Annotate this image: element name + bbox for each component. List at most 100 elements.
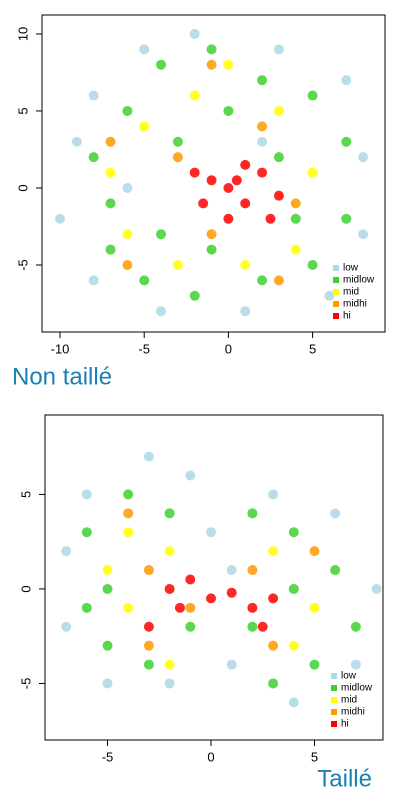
point <box>143 451 154 462</box>
point <box>122 229 133 240</box>
point <box>358 152 369 163</box>
y-tick-label: 0 <box>15 184 30 191</box>
point <box>172 152 183 163</box>
x-tick-label: 5 <box>309 341 316 356</box>
point <box>139 44 150 55</box>
point <box>102 640 113 651</box>
point <box>164 508 175 519</box>
point <box>350 621 361 632</box>
point <box>164 546 175 557</box>
point <box>88 275 99 286</box>
x-tick-label: -5 <box>102 749 114 764</box>
point <box>268 640 279 651</box>
point <box>307 259 318 270</box>
point <box>268 546 279 557</box>
point <box>139 275 150 286</box>
point <box>185 574 196 585</box>
point <box>240 159 251 170</box>
point <box>307 90 318 101</box>
x-tick-label: -5 <box>138 341 150 356</box>
point <box>273 105 284 116</box>
point <box>273 152 284 163</box>
point <box>102 565 113 576</box>
legend-label: mid <box>341 695 357 706</box>
point <box>189 90 200 101</box>
point <box>139 121 150 132</box>
y-tick-label: -5 <box>18 678 33 690</box>
point <box>341 75 352 86</box>
point <box>307 167 318 178</box>
plot-frame <box>41 14 386 333</box>
point <box>309 546 320 557</box>
point <box>156 306 167 317</box>
point <box>189 290 200 301</box>
point <box>223 105 234 116</box>
point <box>240 259 251 270</box>
point <box>81 489 92 500</box>
point <box>156 59 167 70</box>
legend-swatch <box>331 685 337 691</box>
point <box>172 259 183 270</box>
point <box>290 198 301 209</box>
point <box>206 229 217 240</box>
point <box>257 275 268 286</box>
legend-label: hi <box>341 719 349 730</box>
point <box>288 697 299 708</box>
point <box>123 602 134 613</box>
y-tick-label: 10 <box>15 27 30 41</box>
point <box>105 198 116 209</box>
point <box>206 175 217 186</box>
legend-label: midhi <box>343 299 367 310</box>
y-tick-label: 0 <box>18 585 33 592</box>
y-tick-label: 5 <box>15 107 30 114</box>
point <box>358 229 369 240</box>
point <box>81 602 92 613</box>
point <box>185 602 196 613</box>
point <box>122 105 133 116</box>
point <box>205 593 216 604</box>
legend-label: low <box>343 263 359 274</box>
point <box>290 244 301 255</box>
legend-label: midlow <box>341 683 373 694</box>
point <box>164 583 175 594</box>
point <box>309 602 320 613</box>
x-tick-label: 5 <box>311 749 318 764</box>
caption: Taillé <box>317 765 372 792</box>
legend-swatch <box>331 697 337 703</box>
point <box>198 198 209 209</box>
point <box>185 470 196 481</box>
y-tick-label: 5 <box>18 491 33 498</box>
point <box>105 244 116 255</box>
x-tick-label: 0 <box>207 749 214 764</box>
point <box>265 213 276 224</box>
legend-swatch <box>333 265 339 271</box>
caption: Non taillé <box>12 363 112 390</box>
point <box>226 587 237 598</box>
point <box>290 213 301 224</box>
point <box>164 678 175 689</box>
point <box>330 508 341 519</box>
point <box>268 489 279 500</box>
point <box>143 621 154 632</box>
point <box>189 167 200 178</box>
point <box>61 546 72 557</box>
point <box>185 621 196 632</box>
point <box>288 640 299 651</box>
point <box>71 136 82 147</box>
legend-swatch <box>333 277 339 283</box>
point <box>102 583 113 594</box>
point <box>273 275 284 286</box>
point <box>257 75 268 86</box>
point <box>371 583 382 594</box>
point <box>257 121 268 132</box>
point <box>102 678 113 689</box>
point <box>122 182 133 193</box>
point <box>257 136 268 147</box>
point <box>164 659 175 670</box>
point <box>205 527 216 538</box>
point <box>247 508 258 519</box>
point <box>223 59 234 70</box>
point <box>288 527 299 538</box>
point <box>143 640 154 651</box>
